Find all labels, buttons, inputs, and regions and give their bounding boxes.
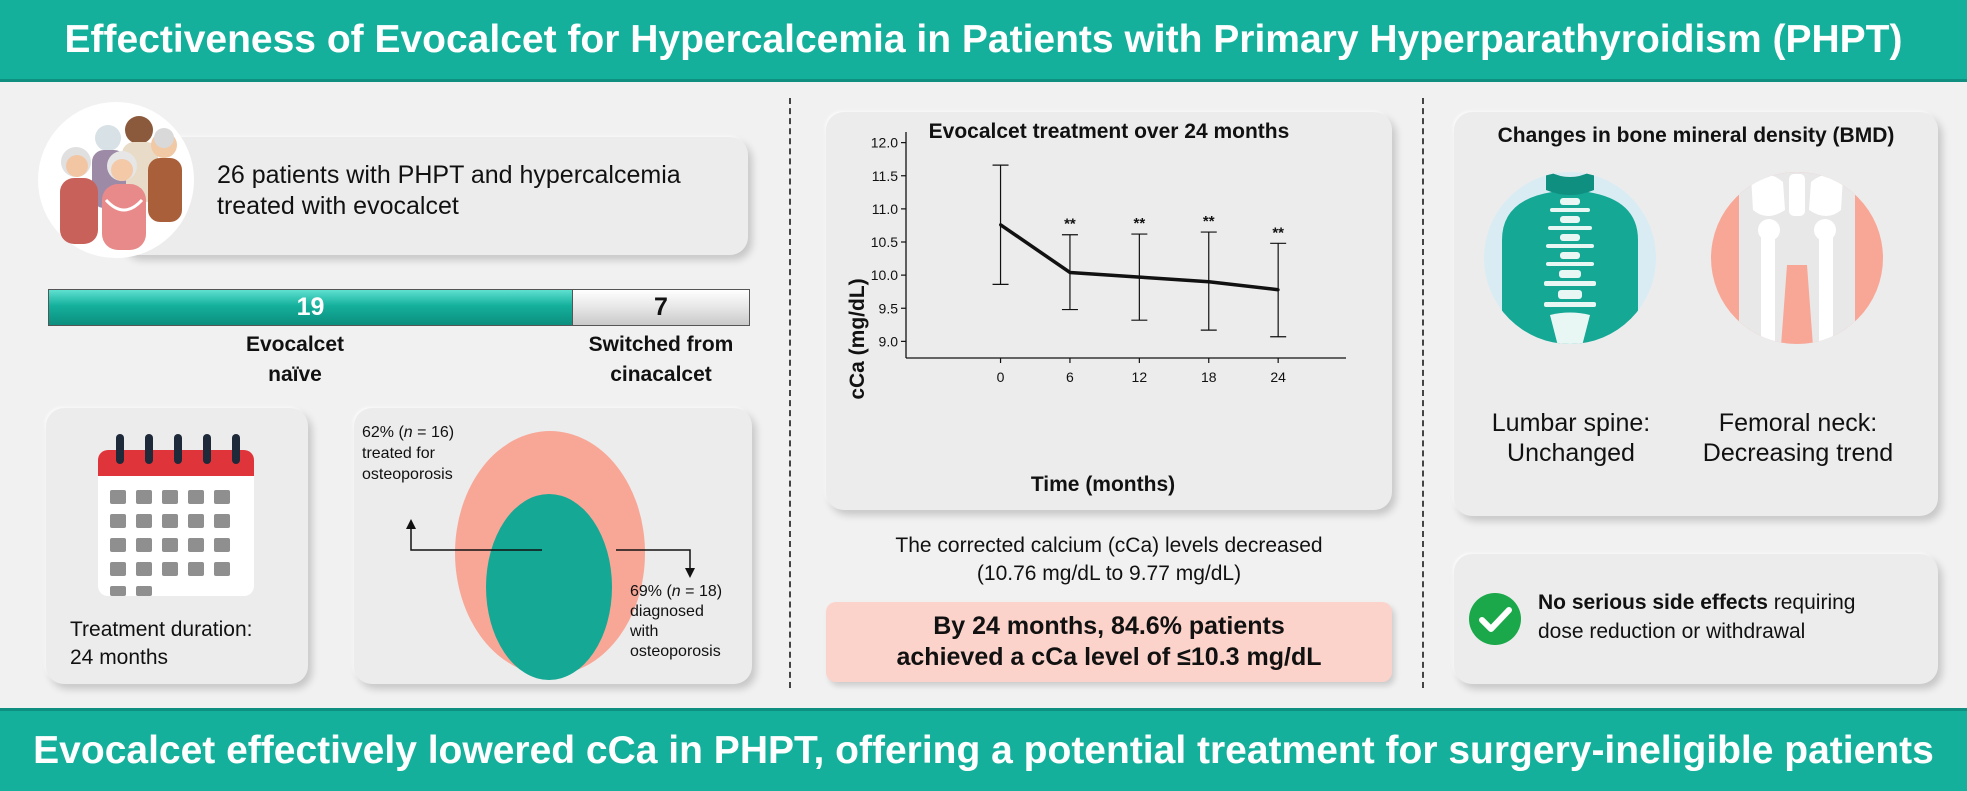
data-point	[1207, 280, 1211, 284]
treated-rest: = 16)	[412, 424, 455, 441]
safety-rest: requiring	[1767, 591, 1856, 614]
safety-line2: dose reduction or withdrawal	[1538, 620, 1806, 643]
treated-pct: 62% (	[362, 424, 404, 441]
naive-label-line1: Evocalcet	[245, 333, 345, 356]
safety-text: No serious side effects requiring dose r…	[1538, 588, 1855, 646]
x-tick-label: 6	[1066, 369, 1074, 385]
checkmark-icon	[1469, 593, 1521, 645]
x-tick-label: 24	[1270, 369, 1286, 385]
diagnosed-rest: = 18)	[680, 583, 723, 600]
femoral-line1: Femoral neck:	[1718, 409, 1878, 437]
treated-n: n	[403, 424, 413, 441]
switched-label: Switched from cinacalcet	[566, 330, 756, 390]
safety-bold: No serious side effects	[1538, 591, 1768, 614]
highlight-box: By 24 months, 84.6% patients achieved a …	[826, 602, 1392, 682]
data-point	[1276, 288, 1280, 292]
chart-caption: The corrected calcium (cCa) levels decre…	[826, 532, 1392, 588]
switched-label-line1: Switched from	[588, 333, 734, 356]
patient-split-bar: 19 7	[48, 289, 750, 326]
data-point	[999, 223, 1003, 227]
lumbar-spine-icon	[1484, 172, 1656, 344]
chart-ylabel: cCa (mg/dL)	[846, 278, 869, 399]
naive-count: 19	[296, 293, 325, 321]
diagnosed-line2: diagnosed	[630, 603, 704, 620]
switched-count: 7	[654, 293, 668, 321]
significance-label: **	[1134, 215, 1146, 232]
y-tick-label: 10.5	[871, 234, 898, 250]
lumbar-line2: Unchanged	[1507, 439, 1635, 467]
patients-card	[120, 137, 748, 255]
chart-caption-line2: (10.76 mg/dL to 9.77 mg/dL)	[976, 562, 1242, 585]
significance-label: **	[1272, 224, 1284, 241]
diagnosed-line4: osteoporosis	[630, 643, 721, 660]
x-tick-label: 0	[997, 369, 1005, 385]
y-tick-label: 11.0	[872, 201, 898, 217]
treated-label: 62% (n = 16) treated for osteoporosis	[362, 422, 454, 485]
diagnosed-pct: 69% (	[630, 583, 672, 600]
switched-label-line2: cinacalcet	[610, 363, 712, 386]
patients-description: 26 patients with PHPT and hypercalcemia …	[217, 160, 681, 222]
diagnosed-n: n	[671, 583, 681, 600]
patients-avatar	[36, 100, 196, 260]
bmd-title: Changes in bone mineral density (BMD)	[1497, 124, 1895, 147]
y-tick-label: 10.0	[871, 267, 898, 283]
conclusion-text: Evocalcet effectively lowered cCa in PHP…	[33, 729, 1934, 772]
duration-line2: 24 months	[70, 646, 169, 669]
naive-label-line2: naïve	[268, 363, 322, 386]
femoral-neck-icon	[1711, 172, 1883, 344]
naive-label: Evocalcet naïve	[210, 330, 380, 390]
conclusion-banner: Evocalcet effectively lowered cCa in PHP…	[0, 708, 1967, 791]
y-tick-label: 9.5	[879, 300, 899, 316]
elderly-group-icon	[38, 102, 194, 258]
osteoporosis-card: 62% (n = 16) treated for osteoporosis 69…	[354, 408, 752, 684]
y-tick-label: 11.5	[872, 168, 898, 184]
chart-card: Evocalcet treatment over 24 months cCa (…	[826, 112, 1392, 510]
switched-bar-segment: 7	[573, 290, 749, 325]
highlight-line2: achieved a cCa level of ≤10.3 mg/dL	[896, 643, 1322, 671]
femoral-line2: Decreasing trend	[1702, 439, 1894, 467]
diagnosed-label: 69% (n = 18) diagnosed with osteoporosis	[630, 582, 722, 662]
divider-right	[1422, 98, 1424, 688]
significance-label: **	[1203, 213, 1215, 230]
patients-description-line2: treated with evocalcet	[217, 192, 459, 220]
chart-title: Evocalcet treatment over 24 months	[929, 120, 1290, 143]
data-point	[1137, 275, 1141, 279]
lumbar-label: Lumbar spine: Unchanged	[1466, 408, 1676, 468]
duration-card: Treatment duration: 24 months	[46, 408, 308, 684]
title-banner: Effectiveness of Evocalcet for Hypercalc…	[0, 0, 1967, 82]
bmd-card: Changes in bone mineral density (BMD)	[1454, 112, 1938, 516]
x-tick-label: 12	[1132, 369, 1148, 385]
significance-label: **	[1064, 216, 1076, 233]
diagnosed-ellipse	[486, 494, 612, 680]
data-point	[1068, 270, 1072, 274]
patients-description-line1: 26 patients with PHPT and hypercalcemia	[217, 161, 681, 189]
chart-caption-line1: The corrected calcium (cCa) levels decre…	[895, 534, 1323, 557]
calendar-icon	[98, 434, 254, 596]
treated-line3: osteoporosis	[362, 466, 453, 483]
chart-xlabel: Time (months)	[1031, 473, 1175, 496]
naive-bar-segment: 19	[49, 290, 573, 325]
femoral-label: Femoral neck: Decreasing trend	[1688, 408, 1908, 468]
treated-line2: treated for	[362, 445, 435, 462]
y-tick-label: 12.0	[871, 135, 898, 151]
x-tick-label: 18	[1201, 369, 1217, 385]
y-tick-label: 9.0	[879, 333, 899, 349]
highlight-line1: By 24 months, 84.6% patients	[933, 612, 1285, 640]
safety-card: No serious side effects requiring dose r…	[1454, 554, 1938, 684]
page-title: Effectiveness of Evocalcet for Hypercalc…	[64, 17, 1903, 61]
duration-text: Treatment duration: 24 months	[70, 616, 252, 672]
duration-line1: Treatment duration:	[70, 618, 253, 641]
cca-chart: Evocalcet treatment over 24 months cCa (…	[846, 120, 1346, 496]
divider-left	[789, 98, 791, 688]
diagnosed-line3: with	[630, 623, 659, 640]
osteoporosis-venn	[406, 431, 695, 680]
lumbar-line1: Lumbar spine:	[1491, 409, 1651, 437]
